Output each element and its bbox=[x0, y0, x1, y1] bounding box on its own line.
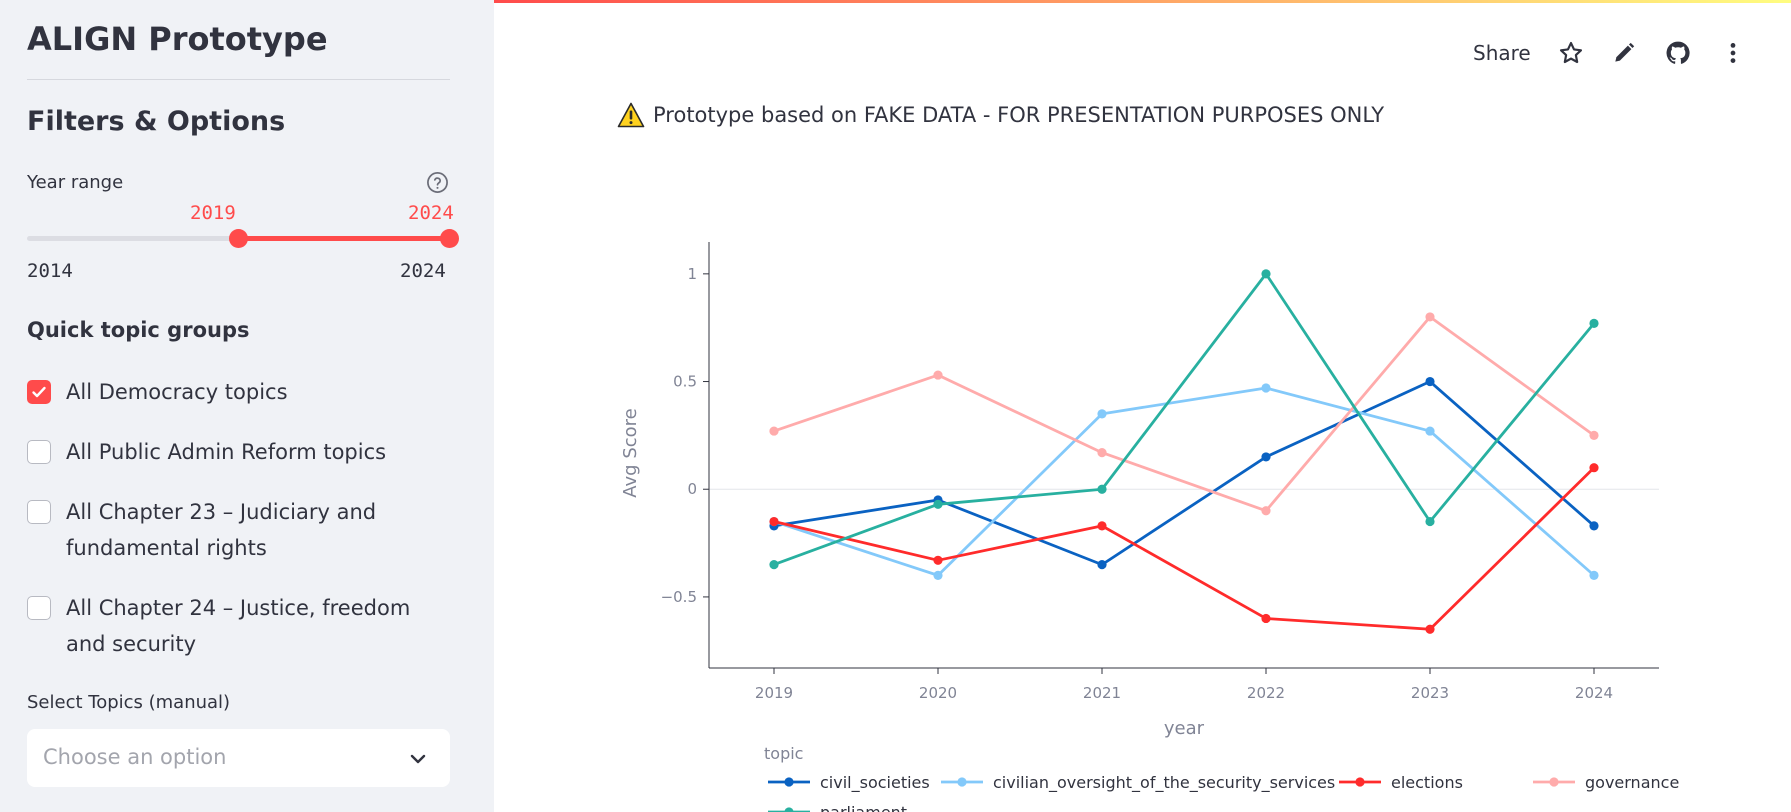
x-tick-label: 2020 bbox=[919, 684, 957, 702]
select-topics-placeholder: Choose an option bbox=[43, 745, 227, 769]
series-line-civilian_oversight_of_the_security_services bbox=[773, 386, 1595, 577]
data-point-parliament bbox=[1425, 516, 1435, 527]
legend-swatch-dot-civilian_oversight_of_the_security_services bbox=[957, 777, 967, 787]
quick-topic-groups-heading: Quick topic groups bbox=[27, 318, 250, 342]
data-point-parliament bbox=[769, 560, 779, 570]
data-point-governance bbox=[1589, 430, 1599, 440]
year-range-high-handle[interactable] bbox=[440, 229, 459, 248]
checkbox-chapter-23-label[interactable]: All Chapter 23 – Judiciary and fundament… bbox=[66, 500, 377, 560]
help-icon[interactable] bbox=[426, 171, 449, 194]
legend-swatch-dot-civil_societies bbox=[784, 777, 794, 787]
checkbox-public-admin-reform-label[interactable]: All Public Admin Reform topics bbox=[66, 440, 387, 464]
year-range-low-handle[interactable] bbox=[228, 229, 248, 248]
top-decoration-bar bbox=[494, 0, 1791, 3]
data-point-elections bbox=[1425, 624, 1435, 634]
year-range-low-value: 2019 bbox=[190, 202, 236, 224]
legend-swatch-dot-parliament bbox=[784, 807, 794, 812]
checkbox-public-admin-reform[interactable] bbox=[27, 440, 51, 464]
check-icon bbox=[32, 386, 46, 398]
checkbox-chapter-24[interactable] bbox=[27, 596, 51, 620]
series-line-governance bbox=[773, 315, 1595, 513]
data-point-civilian_oversight_of_the_security_services bbox=[1425, 426, 1435, 436]
line-chart: 1 0.5 0 −0.5 2019 2020 2021 2022 2023 2024 year Avg… bbox=[620, 242, 1679, 812]
github-icon[interactable] bbox=[1665, 40, 1691, 66]
warning-text: Prototype based on FAKE DATA - FOR PRESE… bbox=[653, 103, 1385, 127]
pencil-icon[interactable] bbox=[1611, 40, 1637, 66]
legend-label-governance: governance bbox=[1585, 773, 1679, 792]
sidebar: ALIGN Prototype Filters & Options Year r… bbox=[0, 0, 494, 812]
data-point-governance bbox=[1097, 448, 1107, 458]
data-point-civil_societies bbox=[1261, 452, 1271, 462]
data-point-parliament bbox=[1261, 269, 1271, 279]
data-point-civilian_oversight_of_the_security_services bbox=[1589, 570, 1599, 580]
app-title: ALIGN Prototype bbox=[27, 20, 328, 58]
legend-swatch-dot-governance bbox=[1549, 777, 1559, 787]
y-tick-label: 0 bbox=[687, 480, 697, 498]
data-point-civil_societies bbox=[1589, 521, 1599, 531]
x-tick-label: 2019 bbox=[755, 684, 793, 702]
y-axis-label: Avg Score bbox=[620, 408, 641, 497]
year-range-max-label: 2024 bbox=[400, 260, 446, 282]
legend-label-civil_societies: civil_societies bbox=[820, 773, 930, 793]
data-point-governance bbox=[1425, 312, 1435, 322]
x-tick-label: 2024 bbox=[1575, 684, 1613, 702]
series-line-civil_societies bbox=[773, 380, 1595, 567]
y-tick-label: 0.5 bbox=[673, 373, 697, 391]
warning-icon bbox=[617, 102, 645, 128]
legend-swatch-dot-elections bbox=[1355, 777, 1365, 787]
year-range-label: Year range bbox=[27, 172, 124, 193]
checkbox-chapter-23[interactable] bbox=[27, 500, 51, 524]
data-point-civil_societies bbox=[1425, 376, 1435, 387]
data-point-civilian_oversight_of_the_security_services bbox=[1097, 409, 1107, 419]
data-point-elections bbox=[1261, 613, 1271, 624]
data-point-civilian_oversight_of_the_security_services bbox=[1261, 383, 1271, 393]
legend-label-elections: elections bbox=[1391, 773, 1463, 792]
x-tick-label: 2022 bbox=[1247, 684, 1285, 702]
data-point-elections bbox=[1589, 463, 1599, 473]
checkbox-democracy[interactable] bbox=[27, 380, 51, 404]
select-topics-label: Select Topics (manual) bbox=[27, 692, 231, 713]
share-button[interactable]: Share bbox=[1473, 41, 1531, 65]
data-point-elections bbox=[769, 516, 779, 527]
x-axis-label: year bbox=[1164, 718, 1205, 739]
y-tick-label: −0.5 bbox=[661, 588, 697, 606]
sidebar-divider bbox=[27, 79, 450, 80]
year-range-fill bbox=[238, 236, 450, 241]
data-point-parliament bbox=[1589, 318, 1599, 328]
data-point-parliament bbox=[933, 499, 943, 509]
legend-title: topic bbox=[764, 744, 803, 763]
data-point-elections bbox=[1097, 521, 1107, 531]
data-point-elections bbox=[933, 555, 943, 565]
series-line-elections bbox=[773, 466, 1595, 631]
series-line-parliament bbox=[773, 272, 1596, 566]
checkbox-chapter-24-label[interactable]: All Chapter 24 – Justice, freedom and se… bbox=[66, 596, 411, 656]
checkbox-democracy-label[interactable]: All Democracy topics bbox=[66, 380, 288, 404]
data-point-parliament bbox=[1097, 484, 1107, 494]
year-range-min-label: 2014 bbox=[27, 260, 73, 282]
y-tick-label: 1 bbox=[687, 265, 697, 283]
data-point-civilian_oversight_of_the_security_services bbox=[933, 570, 943, 580]
filters-heading: Filters & Options bbox=[27, 106, 286, 137]
x-tick-label: 2021 bbox=[1083, 684, 1121, 702]
data-point-civil_societies bbox=[1097, 560, 1107, 570]
year-range-high-value: 2024 bbox=[408, 202, 454, 224]
select-topics-dropdown[interactable]: Choose an option bbox=[27, 729, 450, 787]
data-point-governance bbox=[1261, 506, 1271, 516]
data-point-governance bbox=[933, 370, 943, 380]
star-icon[interactable] bbox=[1558, 40, 1584, 66]
data-point-governance bbox=[769, 426, 779, 436]
more-vertical-icon[interactable] bbox=[1720, 40, 1746, 66]
x-tick-label: 2023 bbox=[1411, 684, 1449, 702]
chevron-down-icon bbox=[410, 754, 426, 764]
legend-label-civilian_oversight_of_the_security_services: civilian_oversight_of_the_security_servi… bbox=[993, 773, 1335, 793]
legend-label-parliament: parliament bbox=[820, 803, 907, 812]
